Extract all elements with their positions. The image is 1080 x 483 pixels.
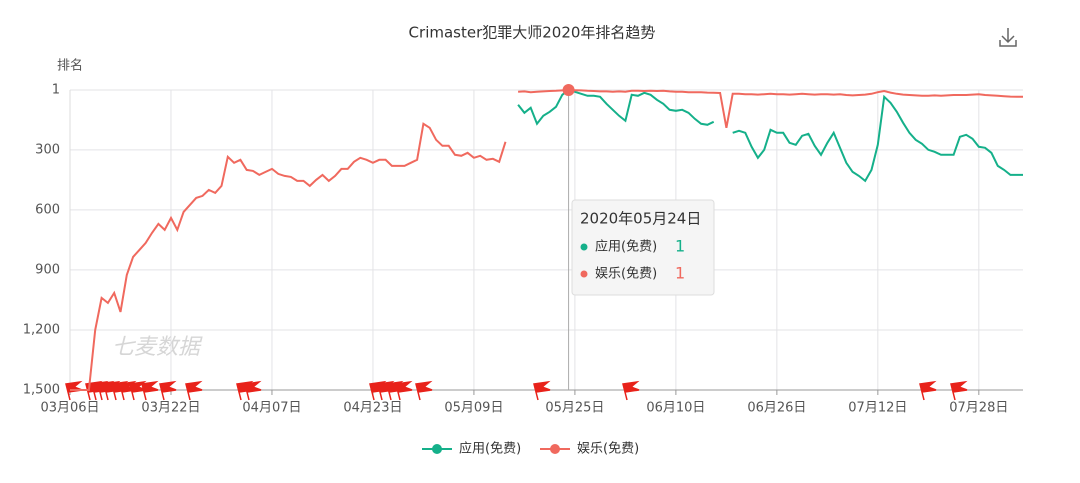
chart-title: Crimaster犯罪大师2020年排名趋势: [409, 24, 656, 42]
event-flag: [141, 380, 159, 401]
legend-label: 应用(免费): [459, 441, 521, 457]
y-tick-label: 1: [52, 83, 60, 98]
series-line: [517, 88, 1023, 183]
y-tick-label: 300: [35, 142, 60, 157]
event-flag: [622, 380, 640, 401]
x-tick-label: 04月07日: [242, 401, 301, 416]
y-axis-label: 排名: [57, 58, 83, 74]
x-tick-label: 03月22日: [141, 401, 200, 416]
tooltip-value: 1: [675, 237, 685, 256]
y-tick-label: 900: [35, 262, 60, 277]
x-tick-label: 06月10日: [646, 401, 705, 416]
event-flag: [159, 380, 177, 401]
x-tick-label: 07月28日: [949, 401, 1008, 416]
hover-point: [562, 84, 575, 96]
event-flag: [415, 380, 433, 401]
legend-dot: [550, 444, 560, 454]
legend-dot: [432, 444, 442, 454]
tooltip-name: 应用(免费): [595, 239, 657, 255]
tooltip-value: 1: [675, 264, 685, 283]
tooltip-name: 娱乐(免费): [595, 267, 657, 282]
y-tick-label: 1,200: [23, 322, 60, 337]
y-tick-label: 600: [35, 202, 60, 217]
x-tick-label: 05月25日: [545, 401, 604, 416]
event-flag: [395, 380, 413, 401]
y-tick-label: 1,500: [23, 383, 60, 398]
x-tick-label: 07月12日: [848, 401, 907, 416]
legend-label: 娱乐(免费): [577, 442, 639, 457]
event-flag: [919, 380, 937, 401]
download-icon[interactable]: [999, 28, 1017, 47]
event-flag: [950, 380, 968, 401]
x-tick-label: 05月09日: [444, 401, 503, 416]
event-flag: [533, 380, 551, 401]
event-flag: [185, 380, 203, 401]
tooltip-dot: [580, 270, 588, 278]
x-tick-label: 06月26日: [747, 401, 806, 416]
tooltip-title: 2020年05月24日: [580, 210, 701, 228]
series-line: [70, 88, 1023, 391]
x-tick-label: 04月23日: [343, 401, 402, 416]
event-flag: [129, 380, 147, 401]
x-tick-label: 03月06日: [40, 401, 99, 416]
download-glyph: [999, 28, 1017, 47]
tooltip-dot: [580, 243, 588, 251]
watermark: 七麦数据: [112, 335, 203, 360]
event-flag: [244, 380, 262, 401]
tooltip-box: [571, 199, 715, 296]
